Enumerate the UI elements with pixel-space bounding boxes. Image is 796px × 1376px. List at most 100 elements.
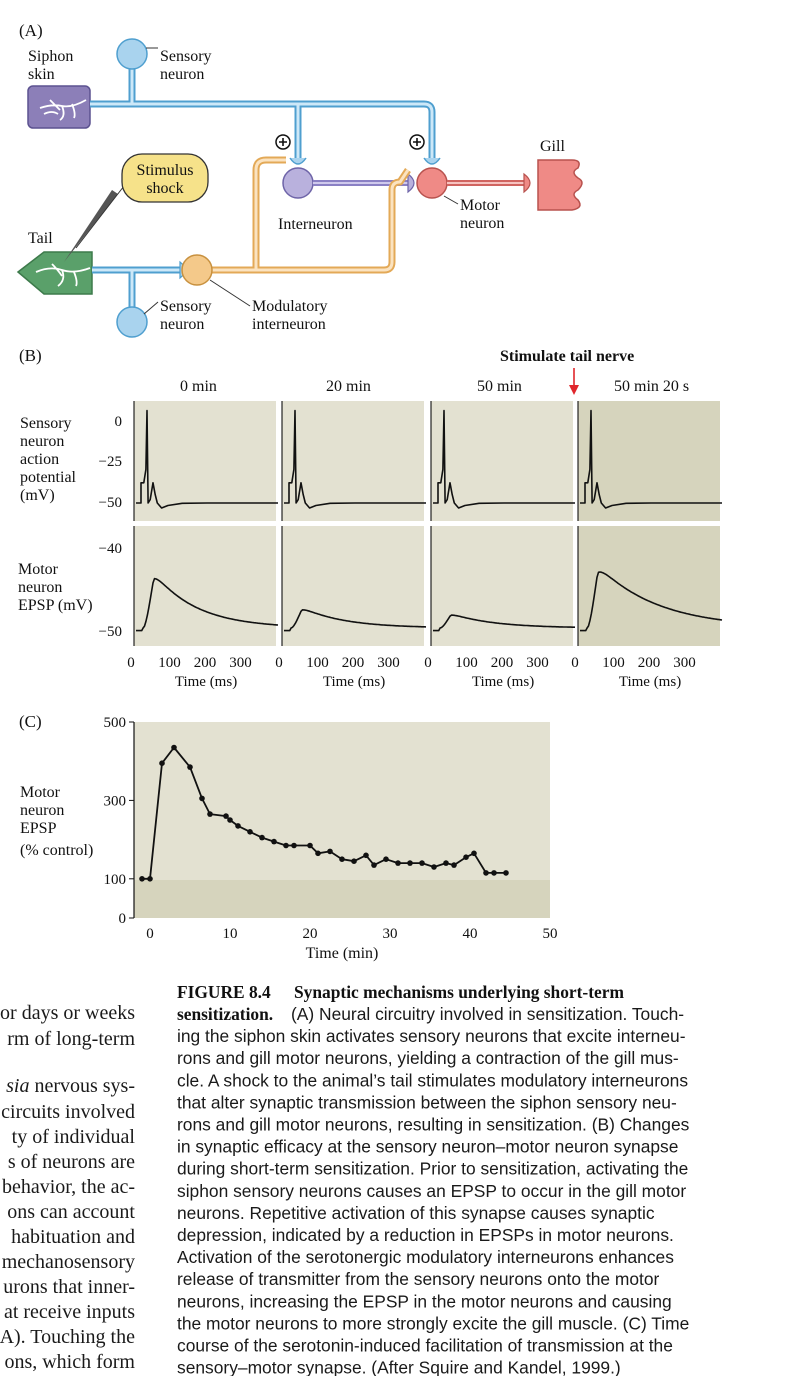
epsp-tick-50: −50 [99,624,122,640]
interneuron-soma [282,167,314,199]
interneuron-label: Interneuron [278,216,353,233]
body-text-line: rm of long-term [7,1028,135,1050]
panel-c-ylabel: Motor neuron EPSP (% control) [20,784,93,859]
siphon-skin-icon [27,85,91,129]
caption-line: sensory–motor synapse. (After Squire and… [177,1358,621,1376]
data-point [147,876,153,882]
caption-figure-number: FIGURE 8.4 [177,982,271,1002]
stimulus-shock-box: Stimulus shock [121,153,209,203]
caption-line: the motor neurons to more strongly excit… [177,1313,689,1333]
x-tick-label: 20 [303,926,318,942]
caption-heading-line2: sensitization. [177,1004,273,1024]
time-title-3: 50 min 20 s [614,378,689,395]
red-arrow-icon [569,368,579,395]
ap-panel-bg [578,401,720,521]
data-point [259,834,265,841]
body-text-line: or days or weeks [0,1002,135,1024]
epsp-ylabel: Motor neuron EPSP (mV) [18,561,93,614]
y-tick-label: 100 [104,872,127,888]
body-text-line: mechanosensory [2,1251,135,1273]
data-point [199,795,205,802]
epsp-trace [580,571,723,632]
panel-a-circuit: (A) Siphon skin Tail Stimulus shock [16,21,583,338]
panel-b: (B) Stimulate tail nerve 0 min 20 min 50… [18,346,723,690]
data-point [371,862,377,868]
data-point [463,854,469,860]
x-tick-label: 200 [342,655,365,671]
panel-a-label: (A) [19,21,43,40]
motor-terminal [523,172,531,194]
body-text-line: A). Touching the [0,1326,135,1348]
body-text-line: sia nervous sys- [6,1075,135,1097]
epsp-panel-bg [578,526,720,646]
sensory-neuron-top-soma [116,38,148,70]
sensory-neuron-bottom-soma [116,306,148,338]
x-tick-label: 100 [158,655,181,671]
data-point [351,858,357,864]
x-tick-label: 30 [383,926,398,942]
motor-neuron-label: Motor neuron [460,197,504,232]
caption-line: course of the serotonin-induced facilita… [177,1336,673,1356]
data-point [383,856,389,862]
modulatory-interneuron-soma [181,254,213,286]
panel-c-xlabel: Time (min) [306,945,379,962]
caption-line: siphon sensory neurons causes an EPSP to… [177,1181,686,1201]
body-text-column: or days or weeks rm of long-term sia nervo… [0,1002,135,1373]
body-text-line: urons that inner- [3,1276,135,1298]
epsp-panel-bg [134,526,276,646]
caption-line: rons and gill motor neurons, yielding a … [177,1048,679,1068]
body-text-line: behavior, the ac- [2,1176,135,1198]
siphon-skin-label: Siphon skin [28,48,73,83]
data-point [419,860,425,866]
tail-icon [16,251,93,295]
body-text-line: at receive inputs [4,1301,135,1323]
interneuron-terminal [407,172,415,194]
data-point [171,744,177,751]
action-potential-trace [580,409,722,509]
x-tick-label: 300 [377,655,400,671]
panel-c-plot [139,744,509,882]
caption-line: cle. A shock to the animal’s tail stimul… [177,1070,688,1090]
x-tick-label: 100 [306,655,329,671]
epsp-trace [284,609,427,632]
data-point [503,870,509,876]
panel-c-bg-upper [134,722,550,880]
data-point [235,823,241,829]
ap-tick-25: −25 [99,454,122,470]
panel-c-bg-lower [134,880,550,918]
x-tick-label: 0 [275,655,283,671]
x-axis-label: Time (ms) [323,674,385,690]
electrode-lead [75,185,125,249]
panel-c-x-ticks: 0 10 20 30 40 50 [146,926,557,942]
figure-caption: FIGURE 8.4 Synaptic mechanisms underlyin… [177,982,690,1376]
data-point [187,764,193,770]
caption-line: ing the siphon skin activates sensory ne… [177,1026,686,1046]
sensory-neuron-bottom-label: Sensory neuron [160,298,212,333]
data-point [491,870,497,876]
data-point [327,848,333,855]
caption-line: release of transmitter from the sensory … [177,1269,660,1289]
data-point [207,811,213,817]
ap-panel-bg [431,401,573,521]
caption-line: depression, indicated by a reduction in … [177,1225,674,1245]
data-point [307,842,313,849]
data-point [271,838,277,845]
data-point [395,860,401,866]
data-point [363,852,369,859]
x-tick-label: 200 [638,655,661,671]
data-point [339,856,345,862]
sensory-terminal-2 [423,157,441,165]
electrode-icon [64,190,118,262]
caption-heading-line1: Synaptic mechanisms underlying short-ter… [294,982,624,1002]
data-point [315,850,321,857]
caption-line: that alter synaptic transmission between… [177,1092,677,1112]
motor-neuron-soma [416,167,448,199]
sensory-neuron-top-label: Sensory neuron [160,48,212,83]
epsp-timecourse-line [142,746,506,880]
time-title-1: 20 min [326,378,371,395]
caption-lines: (A) Neural circuitry involved in sensiti… [177,1004,690,1376]
x-axis-label: Time (ms) [619,674,681,690]
gill-icon [537,159,583,211]
